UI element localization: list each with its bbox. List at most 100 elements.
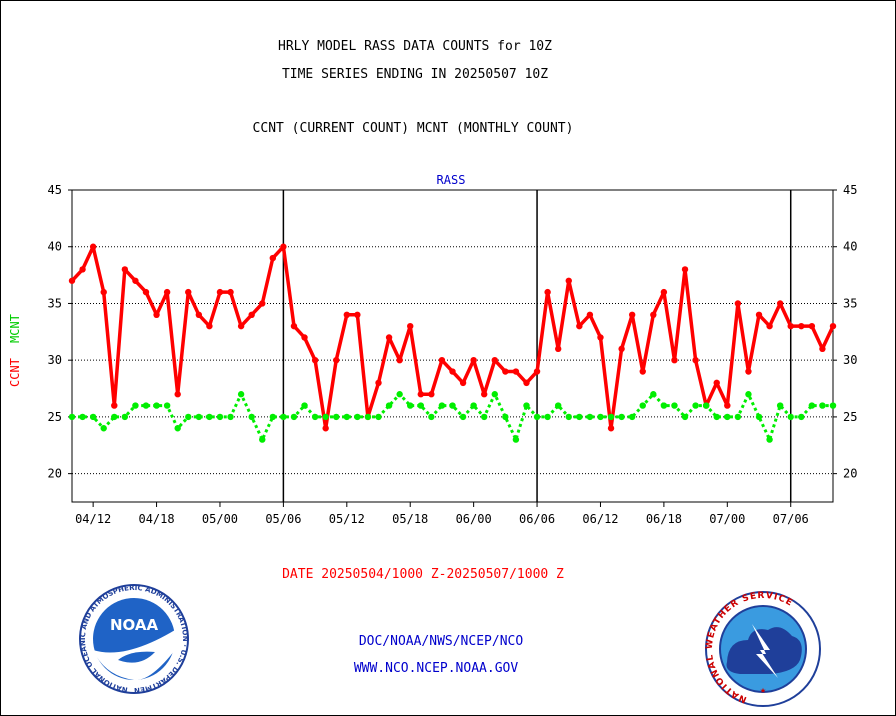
data-point-mcnt: [311, 413, 319, 421]
data-point-mcnt: [481, 413, 488, 421]
data-point-ccnt: [396, 356, 403, 364]
y-axis-label-mcnt: MCNT: [8, 314, 22, 343]
data-point-mcnt: [417, 402, 424, 409]
data-point-ccnt: [639, 368, 646, 375]
data-point-mcnt: [163, 402, 171, 409]
data-point-mcnt: [502, 413, 509, 421]
data-point-ccnt: [776, 300, 784, 307]
data-point-mcnt: [111, 413, 118, 421]
data-point-ccnt: [576, 322, 583, 330]
data-point-mcnt: [449, 402, 456, 409]
data-point-ccnt: [417, 391, 424, 398]
x-tick-label: 07/06: [773, 512, 809, 526]
data-point-mcnt: [650, 391, 657, 398]
data-point-mcnt: [724, 413, 731, 421]
data-point-mcnt: [819, 402, 826, 409]
data-point-mcnt: [671, 402, 678, 409]
y-tick-label-left: 30: [48, 353, 62, 367]
data-point-ccnt: [153, 311, 160, 318]
data-point-mcnt: [829, 402, 837, 409]
data-point-ccnt: [269, 254, 277, 262]
noaa-ring-text: NATIONAL OCEANIC AND ATMOSPHERIC ADMINIS…: [0, 0, 189, 694]
data-point-mcnt: [787, 413, 794, 421]
data-point-mcnt: [702, 402, 710, 409]
data-point-ccnt: [163, 288, 171, 296]
data-point-mcnt: [745, 391, 752, 398]
data-point-ccnt: [628, 311, 636, 318]
data-point-ccnt: [407, 322, 414, 330]
nws-star-icon: ★: [760, 685, 766, 696]
data-point-mcnt: [607, 413, 615, 421]
data-point-ccnt: [798, 322, 805, 330]
data-point-mcnt: [734, 413, 742, 421]
data-point-ccnt: [121, 266, 129, 273]
data-point-ccnt: [449, 368, 456, 375]
data-point-ccnt: [554, 345, 562, 353]
chart-title-line-2: TIME SERIES ENDING IN 20250507 10Z: [282, 67, 548, 82]
data-point-ccnt: [586, 311, 594, 318]
y-tick-label-right: 40: [843, 240, 857, 254]
data-point-ccnt: [227, 288, 234, 296]
y-axis-label-ccnt: CCNT: [8, 358, 22, 387]
data-point-ccnt: [79, 266, 86, 273]
data-point-mcnt: [639, 402, 646, 409]
data-point-mcnt: [586, 413, 594, 421]
data-point-ccnt: [89, 243, 97, 250]
x-tick-label: 06/00: [456, 512, 492, 526]
data-point-mcnt: [375, 413, 382, 421]
data-point-mcnt: [385, 402, 393, 409]
data-point-mcnt: [544, 413, 551, 421]
data-point-mcnt: [470, 402, 477, 409]
data-point-mcnt: [259, 436, 266, 443]
noaa-logo: NOAA NATIONAL OCEANIC AND ATMOSPHERIC AD…: [0, 0, 189, 694]
y-tick-label-left: 35: [48, 296, 62, 310]
data-point-mcnt: [280, 413, 287, 421]
data-point-ccnt: [375, 379, 382, 387]
y-tick-label-left: 20: [48, 467, 62, 481]
x-tick-label: 06/06: [519, 512, 555, 526]
svg-text:NATIONAL OCEANIC AND ATMOSPHER: NATIONAL OCEANIC AND ATMOSPHERIC ADMINIS…: [0, 0, 189, 694]
data-point-mcnt: [681, 413, 689, 421]
data-point-ccnt: [597, 334, 604, 341]
data-point-mcnt: [396, 391, 403, 398]
data-point-mcnt: [195, 413, 203, 421]
data-point-mcnt: [333, 413, 340, 421]
data-point-ccnt: [544, 288, 551, 296]
data-point-mcnt: [808, 402, 816, 409]
data-point-ccnt: [745, 368, 752, 375]
y-tick-label-left: 45: [48, 183, 62, 197]
data-point-ccnt: [533, 368, 541, 375]
data-point-mcnt: [89, 413, 97, 421]
x-tick-label: 06/18: [646, 512, 682, 526]
data-point-ccnt: [259, 300, 266, 307]
data-point-mcnt: [565, 413, 572, 421]
data-point-mcnt: [132, 402, 139, 409]
data-point-ccnt: [280, 243, 287, 250]
data-point-ccnt: [428, 391, 435, 398]
data-point-mcnt: [343, 413, 351, 421]
data-point-mcnt: [354, 413, 361, 421]
data-point-mcnt: [185, 413, 192, 421]
plot-area: [71, 189, 834, 503]
panel-label: RASS: [437, 173, 466, 187]
data-point-ccnt: [502, 368, 509, 375]
x-tick-label: 04/12: [75, 512, 111, 526]
data-point-ccnt: [343, 311, 351, 318]
data-point-ccnt: [681, 266, 689, 273]
y-tick-label-left: 25: [48, 410, 62, 424]
x-tick-label: 07/00: [709, 512, 745, 526]
data-point-mcnt: [576, 413, 583, 421]
data-point-ccnt: [354, 311, 361, 318]
data-point-mcnt: [618, 413, 625, 421]
data-point-ccnt: [311, 356, 319, 364]
data-point-ccnt: [195, 311, 203, 318]
data-point-ccnt: [819, 345, 826, 353]
data-point-mcnt: [301, 402, 308, 409]
y-tick-label-right: 35: [843, 296, 857, 310]
data-point-mcnt: [597, 413, 604, 421]
data-point-mcnt: [68, 413, 76, 421]
data-point-mcnt: [523, 402, 530, 409]
data-point-ccnt: [100, 288, 107, 296]
url-line: WWW.NCO.NCEP.NOAA.GOV: [354, 661, 519, 676]
